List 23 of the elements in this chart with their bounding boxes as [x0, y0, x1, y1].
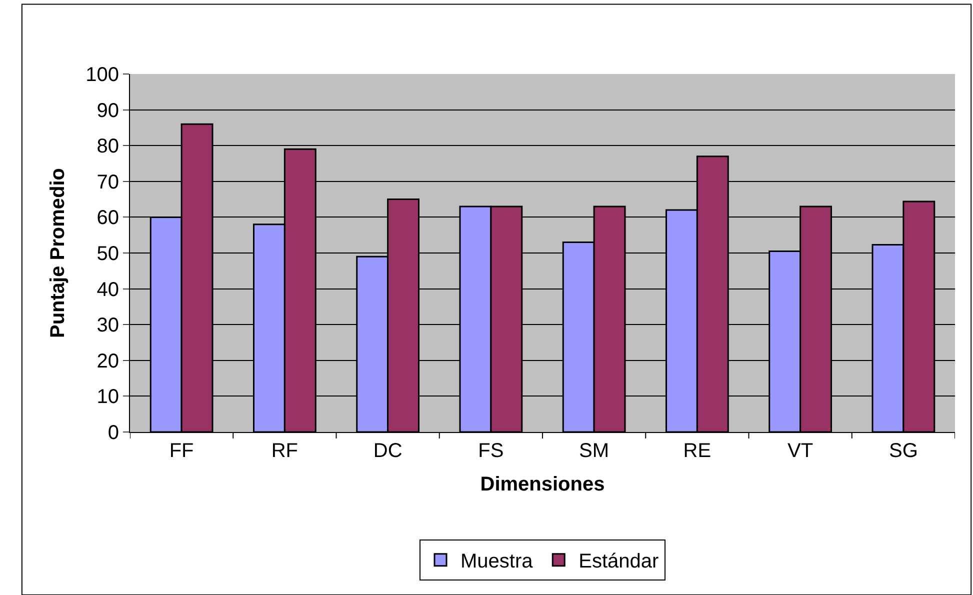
x-tick-label: SG: [888, 440, 918, 462]
y-tick-label: 90: [96, 100, 119, 122]
y-tick-label: 80: [96, 136, 119, 158]
x-tick-label: DC: [373, 440, 402, 462]
y-axis-title: Puntaje Promedio: [47, 168, 70, 338]
x-tick-label: RF: [271, 440, 298, 462]
x-tick-label: VT: [788, 440, 814, 462]
y-tick-label: 0: [108, 422, 119, 444]
y-tick-label: 20: [96, 350, 119, 372]
y-tick-label: 70: [96, 171, 119, 194]
x-axis-title: Dimensiones: [480, 474, 605, 496]
x-tick-label: SM: [579, 440, 610, 462]
x-tick-label: RE: [683, 440, 712, 462]
x-tick-label: FF: [169, 440, 194, 462]
y-tick-label: 30: [96, 314, 119, 337]
y-tick-label: 100: [86, 64, 119, 86]
x-tick-label: FS: [478, 440, 504, 462]
legend-label: Estándar: [578, 550, 660, 573]
y-tick-label: 50: [96, 243, 119, 265]
y-tick-label: 10: [96, 386, 119, 408]
legend-label: Muestra: [460, 550, 534, 573]
y-tick-label: 60: [96, 207, 119, 230]
y-tick-label: 40: [96, 278, 119, 301]
